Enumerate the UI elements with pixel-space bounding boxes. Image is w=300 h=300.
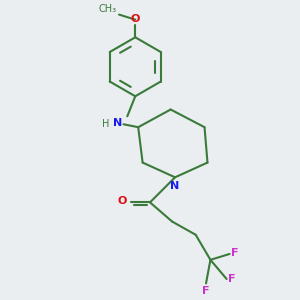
Text: O: O [130,14,140,24]
Text: F: F [202,286,210,296]
Text: H: H [102,119,110,129]
Text: O: O [117,196,126,206]
Text: CH₃: CH₃ [99,4,117,14]
Text: F: F [228,274,236,284]
Text: F: F [231,248,239,258]
Text: N: N [170,181,180,191]
Text: N: N [113,118,122,128]
